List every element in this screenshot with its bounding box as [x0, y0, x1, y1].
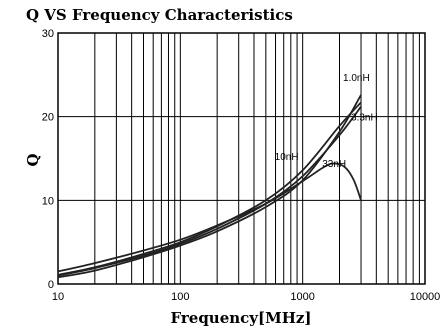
series-group [57, 94, 362, 279]
series-line-1-0nh [57, 94, 362, 279]
y-tick-label: 20 [42, 112, 54, 124]
series-labels: 1.0nH 3.3nH 10nH 33nH [275, 73, 378, 170]
x-tick-labels: 10 100 1000 10000 [52, 291, 440, 303]
x-tick-label: 1000 [290, 291, 314, 303]
x-tick-label: 10 [52, 291, 64, 303]
series-label-10nh: 10nH [275, 152, 299, 163]
y-tick-labels: 0 10 20 30 [42, 28, 54, 291]
series-line-33nh [57, 162, 362, 273]
x-tick-label: 10000 [410, 291, 440, 303]
y-tick-label: 10 [42, 195, 54, 207]
y-tick-label: 0 [48, 279, 54, 291]
series-line-10nh [57, 101, 362, 276]
series-label-33nh: 33nH [322, 159, 346, 170]
plot-frame [57, 32, 426, 285]
chart-title: Q VS Frequency Characteristics [26, 6, 293, 24]
y-tick-label: 30 [42, 28, 54, 40]
series-label-3-3nh: 3.3nH [351, 113, 378, 124]
grid [58, 33, 425, 284]
x-axis-label: Frequency[MHz] [170, 309, 311, 327]
series-line-3-3nh [57, 106, 362, 277]
series-label-1-0nh: 1.0nH [343, 73, 370, 84]
x-tick-label: 100 [171, 291, 189, 303]
y-axis-label: Q [24, 153, 42, 166]
